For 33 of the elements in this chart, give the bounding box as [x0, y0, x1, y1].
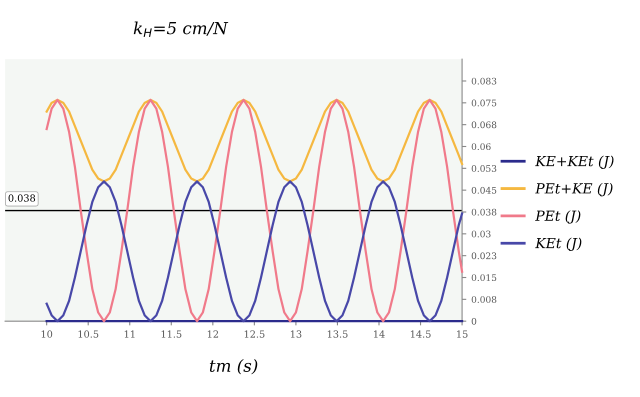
chart-title: k$_{H}$=5 cm/N	[134, 21, 228, 37]
y-tick-label: 0.015	[472, 274, 496, 282]
y-tick-label: 0.023	[472, 252, 496, 260]
x-tick-label: 12	[208, 330, 218, 338]
legend-label: KE+KEt (J)	[535, 156, 614, 169]
legend-label: PEt (J)	[535, 210, 580, 224]
x-tick-label: 14	[374, 330, 385, 338]
line-series	[46, 98, 464, 183]
x-axis-title: tm (s)	[210, 359, 258, 374]
y-tick-label: 0.045	[472, 186, 496, 194]
x-tick-label: 13	[290, 330, 302, 338]
line-series	[46, 180, 464, 322]
x-tick-label: 10.5	[78, 330, 98, 338]
y-tick-label: 0.008	[472, 296, 496, 303]
y-tick-label: 0.075	[472, 100, 496, 106]
y-tick-label: 0.053	[472, 165, 496, 172]
x-tick-label: 12.5	[244, 330, 264, 338]
y-tick-label: 0.03	[472, 230, 491, 238]
y-tick-label: 0.083	[472, 78, 496, 85]
x-tick-label: 13.5	[328, 330, 348, 338]
x-tick-label: 15	[457, 330, 468, 338]
y-tick-label: 0.068	[472, 121, 496, 128]
x-tick-label: 11	[124, 330, 135, 338]
legend-label: PEt+KE (J)	[535, 182, 612, 196]
line-series	[46, 98, 464, 322]
y-tick-label: 0	[472, 318, 476, 325]
y-tick-label: 0.038	[472, 208, 496, 216]
x-tick-label: 14.5	[410, 330, 431, 338]
x-tick-label: 11.5	[162, 330, 182, 338]
x-tick-label: 10	[42, 330, 52, 338]
y-tick-label: 0.06	[472, 143, 491, 150]
ref-line-label: 0.038	[8, 194, 36, 202]
legend-label: KEt (J)	[535, 238, 582, 251]
